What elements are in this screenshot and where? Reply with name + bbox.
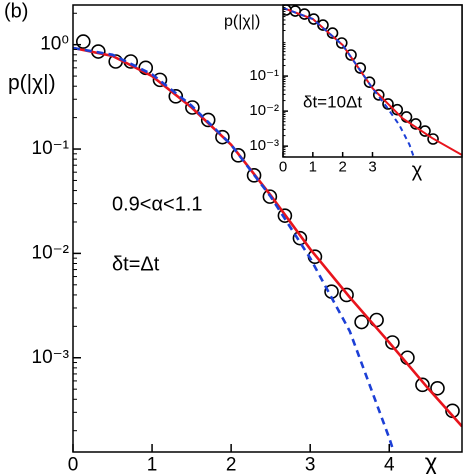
- data-point: [138, 60, 154, 76]
- y-tick-label: 10⁻²: [32, 242, 70, 263]
- data-point: [354, 62, 367, 74]
- annotation: δt=10Δt: [303, 92, 362, 111]
- data-point: [75, 34, 91, 49]
- y-tick-label: 10⁰: [40, 34, 69, 55]
- data-point: [168, 89, 184, 104]
- data-point: [246, 168, 262, 183]
- y-axis-label: p(|χ|): [224, 13, 260, 30]
- data-point: [363, 76, 376, 88]
- x-tick-label: 0: [279, 158, 287, 175]
- data-point: [307, 13, 320, 25]
- x-tick-label: 0: [68, 454, 79, 474]
- data-point: [335, 37, 348, 49]
- data-point: [415, 377, 430, 393]
- x-axis-label: χ: [425, 449, 438, 474]
- data-point: [382, 98, 394, 110]
- data-point: [354, 314, 369, 330]
- y-tick-label: 10⁻¹: [32, 138, 70, 159]
- y-tick-label: 10⁻³: [249, 137, 279, 154]
- data-point: [372, 89, 385, 101]
- x-tick-label: 2: [338, 158, 346, 175]
- data-point: [391, 103, 404, 116]
- data-point: [152, 72, 168, 88]
- y-tick-label: 10⁻²: [249, 102, 279, 119]
- x-tick-label: 1: [309, 158, 317, 175]
- data-point: [277, 208, 293, 223]
- data-point: [292, 230, 308, 246]
- x-tick-label: 4: [384, 454, 395, 474]
- y-axis-label: p(|χ|): [8, 72, 56, 95]
- x-tick-label: 3: [305, 454, 316, 474]
- x-tick-label: 2: [226, 454, 237, 474]
- annotation: δt=Δt: [112, 253, 160, 275]
- curve: [283, 7, 415, 157]
- data-point: [215, 129, 230, 145]
- data-point: [385, 335, 400, 350]
- y-tick-label: 10⁻¹: [249, 67, 279, 84]
- annotation: 0.9<α<1.1: [112, 193, 203, 215]
- data: [73, 34, 462, 451]
- data-point: [339, 287, 354, 303]
- y-tick-label: 10⁻³: [32, 347, 70, 368]
- data-point: [200, 112, 216, 128]
- data-point: [430, 380, 445, 396]
- x-axis-label: χ: [412, 159, 423, 181]
- data-point: [262, 189, 278, 204]
- data-point: [317, 19, 329, 31]
- data-point: [230, 148, 246, 163]
- curve: [73, 46, 395, 451]
- plot-area: [283, 5, 462, 157]
- x-tick-label: 3: [368, 158, 376, 175]
- data-point: [345, 49, 357, 61]
- data-point: [427, 133, 439, 145]
- x-tick-label: 1: [147, 454, 158, 474]
- panel: 0 1 2 3 10⁻¹ 10⁻² 10⁻³ p(|χ|) χ δt=10Δt: [224, 4, 463, 181]
- data-point: [185, 100, 200, 115]
- annotation: (b): [4, 0, 28, 22]
- axes-frame: [72, 4, 463, 453]
- data: [283, 5, 462, 157]
